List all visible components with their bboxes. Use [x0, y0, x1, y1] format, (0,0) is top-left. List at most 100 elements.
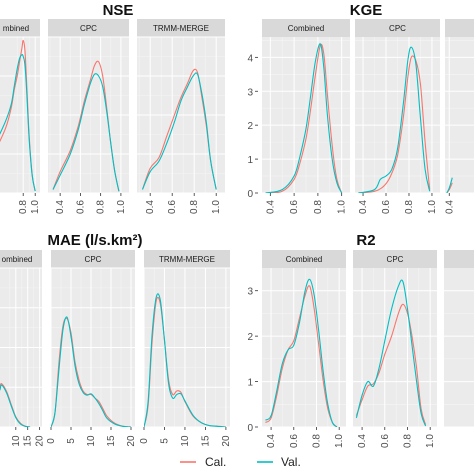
y-tick-label: 0 [247, 423, 253, 434]
x-tick-label: 5 [66, 438, 77, 444]
facet-strip-label: CPC [80, 24, 97, 33]
facet-strip [0, 19, 40, 37]
facet-panel [444, 250, 474, 428]
facet-strip-label: TRMM-MERGE [159, 255, 215, 264]
x-tick-label: 0.8 [311, 434, 322, 448]
series-line-val [141, 72, 217, 190]
series-line-val [358, 46, 431, 193]
y-tick-label: 3 [247, 87, 253, 98]
legend-val-label: Val. [281, 455, 301, 469]
legend: Cal. Val. [180, 455, 301, 469]
subplot-title: NSE [103, 2, 134, 19]
y-tick-label: 1 [247, 155, 253, 166]
x-tick-label: 0.6 [289, 434, 300, 448]
x-tick-label: 1.0 [116, 200, 127, 214]
facet-strip-label: Combined [288, 24, 324, 33]
x-tick-label: 0.4 [358, 200, 369, 214]
series-line-val [446, 177, 453, 193]
x-tick-label: 15 [23, 435, 34, 447]
facet-strip-label: CPC [85, 255, 102, 264]
x-tick-label: 0.6 [380, 434, 391, 448]
x-tick-label: 1.0 [427, 200, 438, 214]
x-tick-label: 15 [106, 435, 117, 447]
x-tick-label: 0.6 [75, 200, 86, 214]
facet-panel: mbined 0.8 1.0 [0, 19, 41, 214]
series-line-val [355, 279, 427, 427]
x-tick-label: 10 [180, 435, 191, 447]
facet-panel: Combined 0.4 0.6 0.8 1.0 [262, 250, 346, 448]
facet-panel: CPC 0.4 0.6 0.8 1.0 [353, 250, 437, 448]
series-line-val [0, 384, 31, 427]
x-tick-label: 0.8 [189, 200, 200, 214]
x-tick-label: 1.0 [425, 434, 436, 448]
panel-background [353, 268, 437, 427]
y-tick-label: 2 [247, 332, 253, 343]
x-tick-label: 20 [126, 435, 137, 447]
facet-strip [355, 19, 440, 37]
x-tick-label: 0.4 [55, 200, 66, 214]
x-tick-label: 10 [86, 435, 97, 447]
facet-strip [445, 19, 474, 37]
x-tick-label: 0 [46, 438, 57, 444]
facet-strip-label: CPC [387, 255, 404, 264]
legend-cal-label: Cal. [205, 455, 226, 469]
series-line-cal [265, 43, 343, 193]
panel-background [444, 268, 474, 427]
facet-strip-label: mbined [3, 24, 29, 33]
x-tick-label: 0.4 [145, 200, 156, 214]
x-tick-label: 0.4 [357, 434, 368, 448]
series-line-val [0, 54, 36, 192]
x-tick-label: 5 [159, 438, 170, 444]
series-line-cal [355, 303, 427, 425]
subplot-3: R2 Combined 0.4 0.6 0.8 1.0 CPC 0.4 0.6 0.8 1.0 0 1 2… [247, 232, 474, 448]
facet-strip [0, 250, 42, 268]
facet-panel: TRMM-MERGE 0 5 10 15 20 [139, 250, 232, 447]
facet-panel: CPC 0 5 10 15 20 [46, 250, 137, 447]
y-tick-label: 2 [247, 121, 253, 132]
facet-strip [353, 250, 437, 268]
series-line-cal [51, 317, 132, 427]
series-line-val [265, 278, 338, 427]
series-line-val [51, 316, 132, 427]
facet-strip [444, 250, 474, 268]
x-tick-label: 0.8 [18, 200, 29, 214]
x-tick-label: 0.8 [402, 434, 413, 448]
x-tick-label: 0.4 [444, 200, 455, 214]
x-tick-label: 20 [221, 435, 232, 447]
facet-panel: CPC 0.4 0.6 0.8 1.0 [48, 19, 129, 214]
x-tick-label: 0.4 [266, 434, 277, 448]
facet-panel: 0.4 [444, 19, 474, 214]
series-line-cal [358, 55, 431, 193]
x-tick-label: 1.0 [211, 200, 222, 214]
y-tick-label: 1 [247, 378, 253, 389]
x-tick-label: 0.8 [404, 200, 415, 214]
subplot-title: KGE [350, 2, 383, 19]
x-tick-label: 20 [35, 435, 46, 447]
series-line-cal [265, 285, 338, 427]
facet-strip-label: ombined [2, 255, 33, 264]
y-tick-label: 4 [247, 53, 253, 64]
subplot-title: R2 [356, 232, 375, 249]
series-line-val [265, 43, 343, 193]
x-tick-label: 1.0 [30, 200, 41, 214]
panel-background [445, 37, 474, 193]
x-tick-label: 1.0 [337, 200, 348, 214]
facet-strip-label: Combined [286, 255, 322, 264]
y-tick-label: 3 [247, 287, 253, 298]
x-tick-label: 0 [139, 438, 150, 444]
facet-panel: TRMM-MERGE 0.4 0.6 0.8 1.0 [137, 19, 225, 214]
facet-strip-label: TRMM-MERGE [153, 24, 209, 33]
facet-panel: ombined 10 15 20 [0, 250, 46, 447]
subplot-1: KGE Combined 0.4 0.6 0.8 1.0 CPC 0.4 0.6 0.8 1.0 0.… [247, 2, 474, 214]
x-tick-label: 0.8 [96, 200, 107, 214]
x-tick-label: 0.4 [265, 200, 276, 214]
x-tick-label: 0.6 [381, 200, 392, 214]
series-line-val [52, 73, 120, 192]
facet-strip [262, 250, 346, 268]
x-tick-label: 1.0 [334, 434, 345, 448]
facet-strip [51, 250, 135, 268]
